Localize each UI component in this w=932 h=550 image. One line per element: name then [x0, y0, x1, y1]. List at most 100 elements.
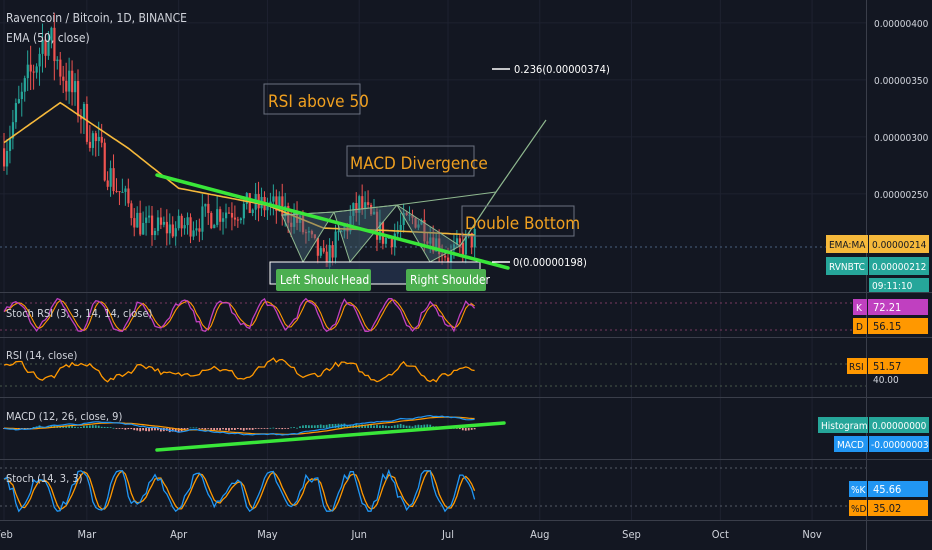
macd-histogram-bar [112, 427, 115, 429]
candle-body [301, 215, 305, 233]
candle-body [222, 218, 225, 222]
candle-body [438, 238, 441, 255]
label-left-shoulder[interactable]: Left Shoulde [276, 269, 348, 291]
macd-histogram-bar [248, 428, 251, 430]
macd-histogram-bar [121, 428, 124, 429]
macd-histogram-bar [346, 424, 349, 428]
candle-body [210, 212, 213, 229]
candle-body [435, 238, 438, 252]
macd-histogram-bar [159, 428, 162, 432]
macd-histogram-bar [127, 428, 130, 430]
macd-histogram-bar [94, 425, 97, 428]
candle-body [361, 196, 364, 210]
candle-body [77, 81, 80, 117]
candle-body [423, 220, 426, 242]
candle-body [148, 215, 151, 218]
macd-histogram-bar [307, 425, 310, 428]
candle-body [121, 191, 124, 193]
macd-histogram-bar [213, 428, 216, 431]
chart-title: Ravencoin / Bitcoin, 1D, BINANCE [6, 11, 187, 25]
candle-body [405, 212, 408, 216]
candle-body [464, 235, 467, 255]
macd-histogram-bar [387, 426, 390, 428]
macd-histogram-bar [142, 428, 145, 431]
macd-histogram-bar [390, 426, 393, 428]
time-tick-label: Jul [441, 528, 454, 541]
macd-histogram-bar [396, 424, 399, 428]
candle-body [447, 257, 450, 263]
ema-line [3, 101, 475, 236]
macd-histogram-bar [174, 428, 177, 432]
candle-body [3, 148, 6, 167]
candle-body [233, 217, 237, 220]
candle-body [62, 76, 65, 81]
candle-body [8, 138, 12, 151]
candle-body [230, 212, 234, 218]
candle-body [142, 222, 145, 235]
candle-body [124, 188, 127, 192]
macd-histogram-bar [192, 427, 195, 429]
macd-histogram-bar [233, 428, 236, 430]
candle-body [174, 228, 177, 237]
candle-body [213, 224, 216, 229]
badge-stochrsi-d: D 56.15 [853, 318, 928, 334]
badge-macd-label: MACD [837, 440, 864, 451]
ema-legend: EMA (50, close) [6, 31, 90, 45]
candle-body [180, 215, 183, 229]
label-head[interactable]: Head [338, 269, 371, 291]
badge-stoch-d: %D 35.02 [849, 500, 928, 516]
candle-body [310, 231, 314, 235]
macd-histogram-bar [287, 428, 290, 429]
candle-body [414, 217, 417, 228]
badge-stoch-k-value: 45.66 [873, 483, 901, 496]
candle-body [127, 188, 130, 204]
label-right-shoulder[interactable]: Right Shoulder [406, 269, 491, 291]
time-tick-label: May [257, 528, 278, 541]
price-axis[interactable]: 0.00000400 0.00000350 0.00000300 0.00000250 [874, 19, 929, 201]
annotation-macd-divergence[interactable]: MACD Divergence [346, 145, 488, 177]
macd-histogram-bar [290, 427, 293, 429]
macd-histogram-bar [393, 425, 396, 428]
macd-histogram-bar [263, 428, 266, 429]
macd-histogram-bar [198, 428, 201, 429]
candle-body [242, 203, 245, 219]
candle-body [79, 116, 83, 120]
candle-body [364, 202, 367, 210]
macd-histogram-bar [103, 426, 106, 428]
macd-histogram-bar [216, 428, 219, 430]
time-axis[interactable]: Feb Mar Apr May Jun Jul Aug Sep Oct Nov [0, 528, 822, 541]
candle-body [325, 251, 328, 267]
badge-stoch-d-value: 35.02 [873, 502, 901, 515]
macd-histogram-bar [379, 425, 381, 428]
candle-body [133, 218, 136, 228]
annotation-macd-divergence-text: MACD Divergence [350, 154, 488, 174]
candle-body [322, 248, 325, 252]
candle-body [159, 217, 163, 225]
candle-body [455, 238, 459, 245]
annotation-rsi-above-50[interactable]: RSI above 50 [263, 83, 369, 115]
badge-rsi: RSI 51.57 [847, 358, 928, 374]
macd-histogram-bar [91, 425, 94, 428]
candle-body [408, 214, 411, 216]
badge-stochrsi-d-value: 56.15 [873, 320, 901, 333]
candle-body [417, 224, 420, 228]
macd-histogram-bar [239, 428, 242, 430]
candle-body [136, 212, 139, 228]
badge-price-label: RVNBTC [829, 262, 865, 273]
macd-histogram-bar [148, 428, 150, 432]
macd-histogram-bar [334, 423, 337, 428]
macd-histogram-bar [420, 425, 423, 428]
macd-histogram-bar [83, 425, 85, 428]
badge-price-value: 0.00000212 [872, 262, 926, 273]
candle-body [313, 234, 316, 238]
candle-body [162, 221, 166, 225]
candle-body [355, 203, 358, 213]
macd-histogram-bar [367, 424, 369, 428]
candle-body [26, 64, 29, 79]
candle-body [38, 53, 41, 67]
candle-body [74, 81, 77, 93]
macd-histogram-bar [71, 425, 73, 428]
annotation-double-bottom[interactable]: Double Bottom [461, 205, 580, 237]
candle-body [236, 219, 240, 221]
